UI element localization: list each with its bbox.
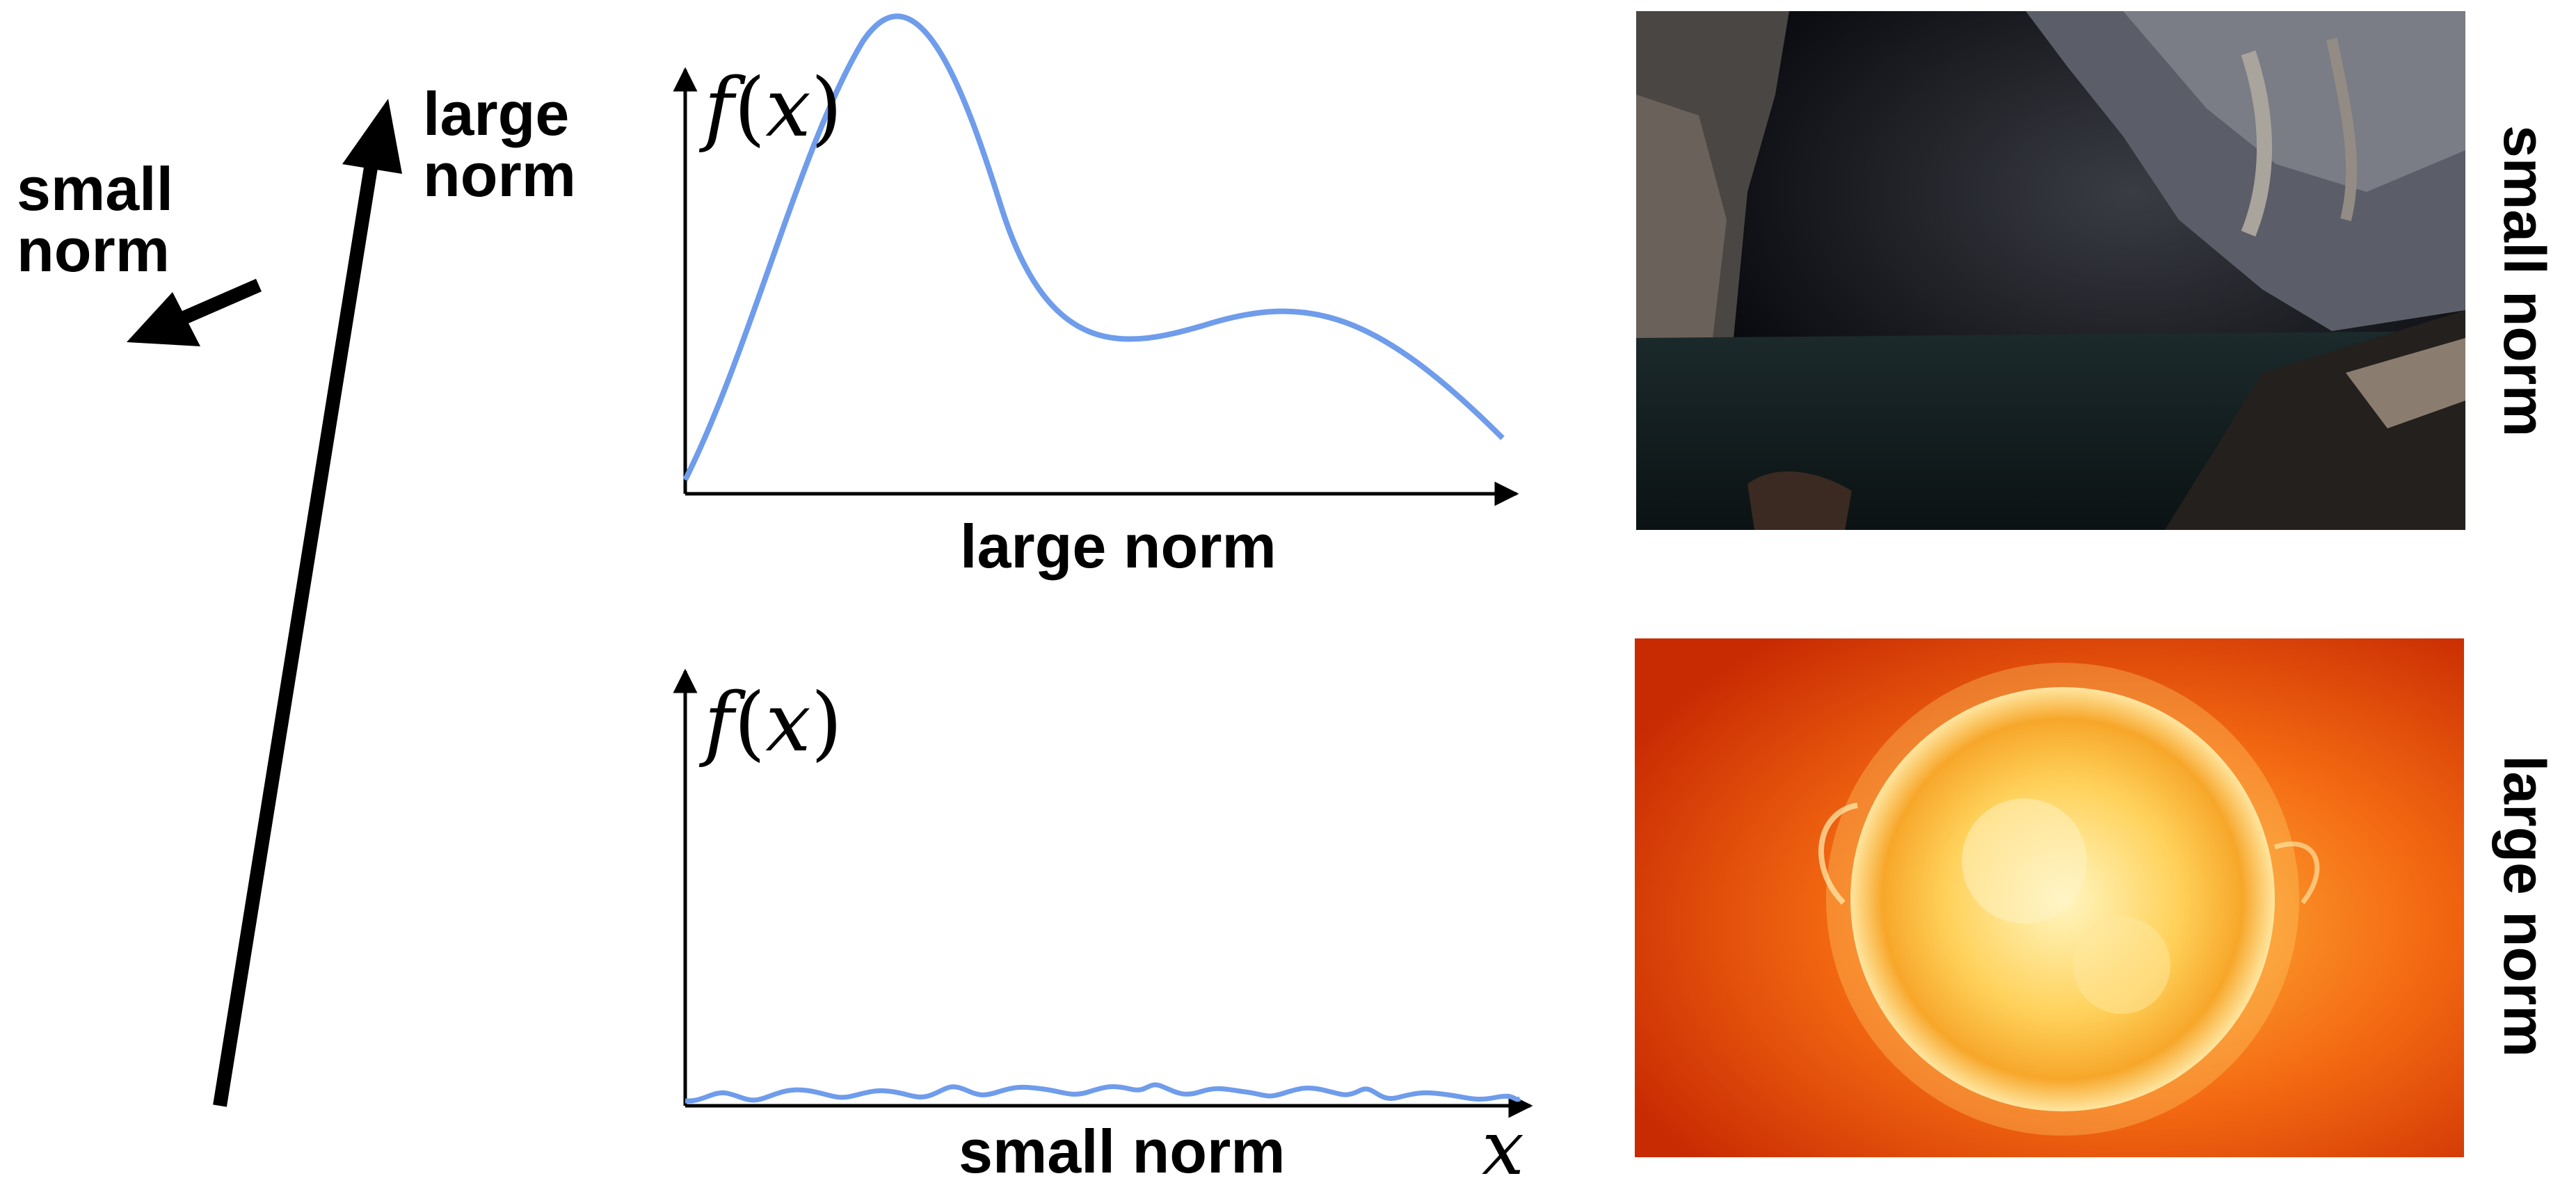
bottom-ylabel-f: f: [704, 676, 734, 770]
top-ylabel-open: (: [733, 61, 766, 155]
cave-scene: [1636, 11, 2465, 530]
small-norm-vector-label: small norm: [17, 159, 173, 281]
small-norm-vector: [179, 278, 262, 325]
small-norm-arrowhead: [127, 292, 200, 346]
bottom-plot-caption: small norm: [959, 1117, 1286, 1186]
bottom-plot-x-label: x: [1482, 1105, 1524, 1192]
large-norm-label-line1: large: [423, 79, 570, 148]
top-ylabel-x: x: [765, 61, 811, 155]
vector-diagram: [127, 99, 402, 1107]
large-norm-label-line2: norm: [423, 140, 576, 209]
large-norm-vector-label: large norm: [423, 83, 576, 206]
top-ylabel-close: ): [810, 61, 842, 155]
top-ylabel-f: f: [704, 61, 734, 155]
large-norm-vector: [213, 145, 381, 1107]
cave-image-label: small norm: [2492, 125, 2557, 437]
sun-scene: [1635, 638, 2464, 1157]
top-plot-curve: [682, 13, 1505, 481]
sun-image: [1635, 638, 2464, 1157]
bottom-ylabel-x: x: [765, 676, 811, 770]
large-norm-arrowhead: [342, 99, 402, 174]
cave-image: [1636, 11, 2465, 530]
bottom-ylabel-open: (: [733, 676, 766, 770]
bottom-plot-y-label: f(x): [704, 683, 842, 764]
top-plot-caption: large norm: [960, 512, 1277, 581]
bottom-ylabel-close: ): [810, 676, 842, 770]
bottom-plot-curve: [685, 1082, 1521, 1104]
top-plot-y-label: f(x): [704, 68, 842, 149]
small-norm-label-line2: norm: [17, 216, 170, 284]
small-norm-label-line1: small: [17, 154, 174, 223]
sun-image-label: large norm: [2492, 755, 2557, 1058]
